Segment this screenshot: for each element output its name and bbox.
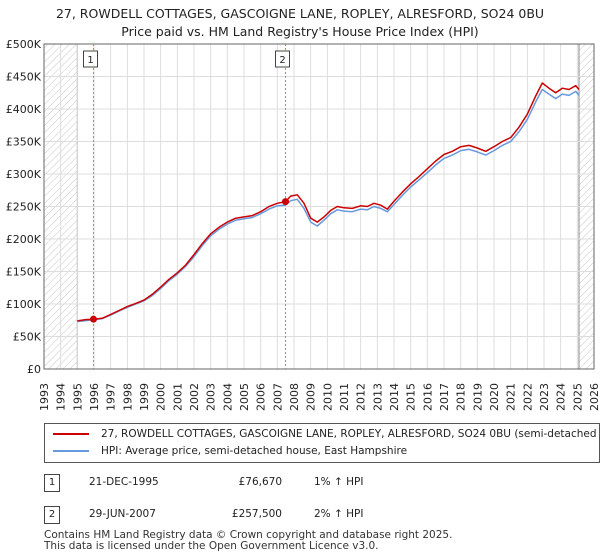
x-tick-label-2018: 2018: [455, 383, 468, 411]
x-tick-label-2020: 2020: [488, 383, 501, 411]
plot-frame: [43, 43, 595, 370]
x-tick-label-1995: 1995: [71, 383, 84, 411]
y-tick-label-5: £250K: [6, 201, 42, 214]
y-tick-label-8: £400K: [6, 103, 42, 116]
x-tick-label-2014: 2014: [388, 383, 401, 411]
x-tick-label-2010: 2010: [321, 383, 334, 411]
x-tick-label-1993: 1993: [38, 383, 51, 411]
x-tick-label-2015: 2015: [405, 383, 418, 411]
x-tick-label-2007: 2007: [271, 383, 284, 411]
x-tick-label-2022: 2022: [521, 383, 534, 411]
footer-attribution: Contains HM Land Registry data © Crown c…: [44, 530, 452, 552]
y-tick-label-2: £100K: [6, 298, 42, 311]
y-tick-label-4: £200K: [6, 233, 42, 246]
x-tick-label-2026: 2026: [588, 383, 600, 411]
x-tick-label-1997: 1997: [105, 383, 118, 411]
sale-marker-box-2: [275, 50, 290, 68]
x-tick-label-2000: 2000: [155, 383, 168, 411]
x-tick-label-1996: 1996: [88, 383, 101, 411]
x-tick-label-2012: 2012: [355, 383, 368, 411]
sale-marker-label-1: 1: [87, 55, 93, 66]
sale-marker-1: [90, 315, 97, 323]
x-tick-label-2023: 2023: [538, 383, 551, 411]
sale-price-1: £76,670: [238, 476, 282, 488]
legend-item-property: 27, ROWDELL COTTAGES, GASCOIGNE LANE, RO…: [53, 428, 597, 444]
legend-item-hpi: HPI: Average price, semi-detached house,…: [53, 445, 407, 461]
x-tick-label-2017: 2017: [438, 383, 451, 411]
sale-marker-box-1: [83, 50, 98, 68]
y-tick-label-6: £300K: [6, 168, 42, 181]
price-chart: 1 2 £0 £50K £100K £150K £200K £250K £300K £350K £…: [6, 38, 600, 411]
chart-title-block: 27, ROWDELL COTTAGES, GASCOIGNE LANE, RO…: [0, 5, 600, 41]
y-tick-label-10: £500K: [6, 38, 42, 51]
footer-line-2: This data is licensed under the Open Gov…: [44, 540, 379, 552]
sale-badge-2: 2: [44, 506, 60, 524]
x-tick-label-2021: 2021: [505, 383, 518, 411]
x-tick-label-2013: 2013: [371, 383, 384, 411]
chart-title: 27, ROWDELL COTTAGES, GASCOIGNE LANE, RO…: [55, 6, 545, 21]
x-tick-label-2003: 2003: [205, 383, 218, 411]
sale-date-1: 21-DEC-1995: [89, 476, 159, 488]
hpi-series-line: [77, 88, 580, 323]
legend: 27, ROWDELL COTTAGES, GASCOIGNE LANE, RO…: [44, 423, 600, 463]
legend-swatch-red: [53, 433, 89, 435]
sale-badge-1: 1: [44, 474, 60, 492]
y-tick-label-0: £0: [27, 363, 41, 376]
x-tick-label-2016: 2016: [421, 383, 434, 411]
x-tick-label-1998: 1998: [121, 383, 134, 411]
y-tick-label-9: £450K: [6, 71, 42, 84]
x-tick-label-2024: 2024: [555, 383, 568, 411]
x-tick-label-2009: 2009: [305, 383, 318, 411]
sale-marker-2: [282, 198, 289, 206]
legend-label-hpi: HPI: Average price, semi-detached house,…: [101, 445, 408, 457]
legend-swatch-blue: [53, 450, 89, 452]
x-tick-label-1999: 1999: [138, 383, 151, 411]
x-tick-label-2004: 2004: [221, 383, 234, 411]
sale-marker-label-2: 2: [279, 55, 285, 66]
x-tick-label-2006: 2006: [255, 383, 268, 411]
sale-price-2: £257,500: [231, 508, 282, 520]
x-tick-label-2008: 2008: [288, 383, 301, 411]
y-tick-label-3: £150K: [6, 266, 42, 279]
sale-hpi-2: 2% ↑ HPI: [314, 508, 364, 520]
chart-subtitle: Price paid vs. HM Land Registry's House …: [121, 24, 479, 39]
y-tick-label-7: £350K: [6, 136, 42, 149]
x-tick-label-1994: 1994: [55, 383, 68, 411]
sale-hpi-1: 1% ↑ HPI: [314, 476, 364, 488]
y-tick-label-1: £50K: [13, 331, 42, 344]
footer-line-1: Contains HM Land Registry data © Crown c…: [44, 529, 453, 541]
x-tick-label-2025: 2025: [571, 383, 584, 411]
x-tick-label-2002: 2002: [188, 383, 201, 411]
x-tick-label-2019: 2019: [471, 383, 484, 411]
property-series-line: [77, 82, 580, 322]
x-tick-label-2011: 2011: [338, 383, 351, 411]
sale-date-2: 29-JUN-2007: [89, 508, 156, 520]
x-tick-label-2005: 2005: [238, 383, 251, 411]
x-tick-label-2001: 2001: [171, 383, 184, 411]
legend-label-property: 27, ROWDELL COTTAGES, GASCOIGNE LANE, RO…: [101, 428, 597, 440]
